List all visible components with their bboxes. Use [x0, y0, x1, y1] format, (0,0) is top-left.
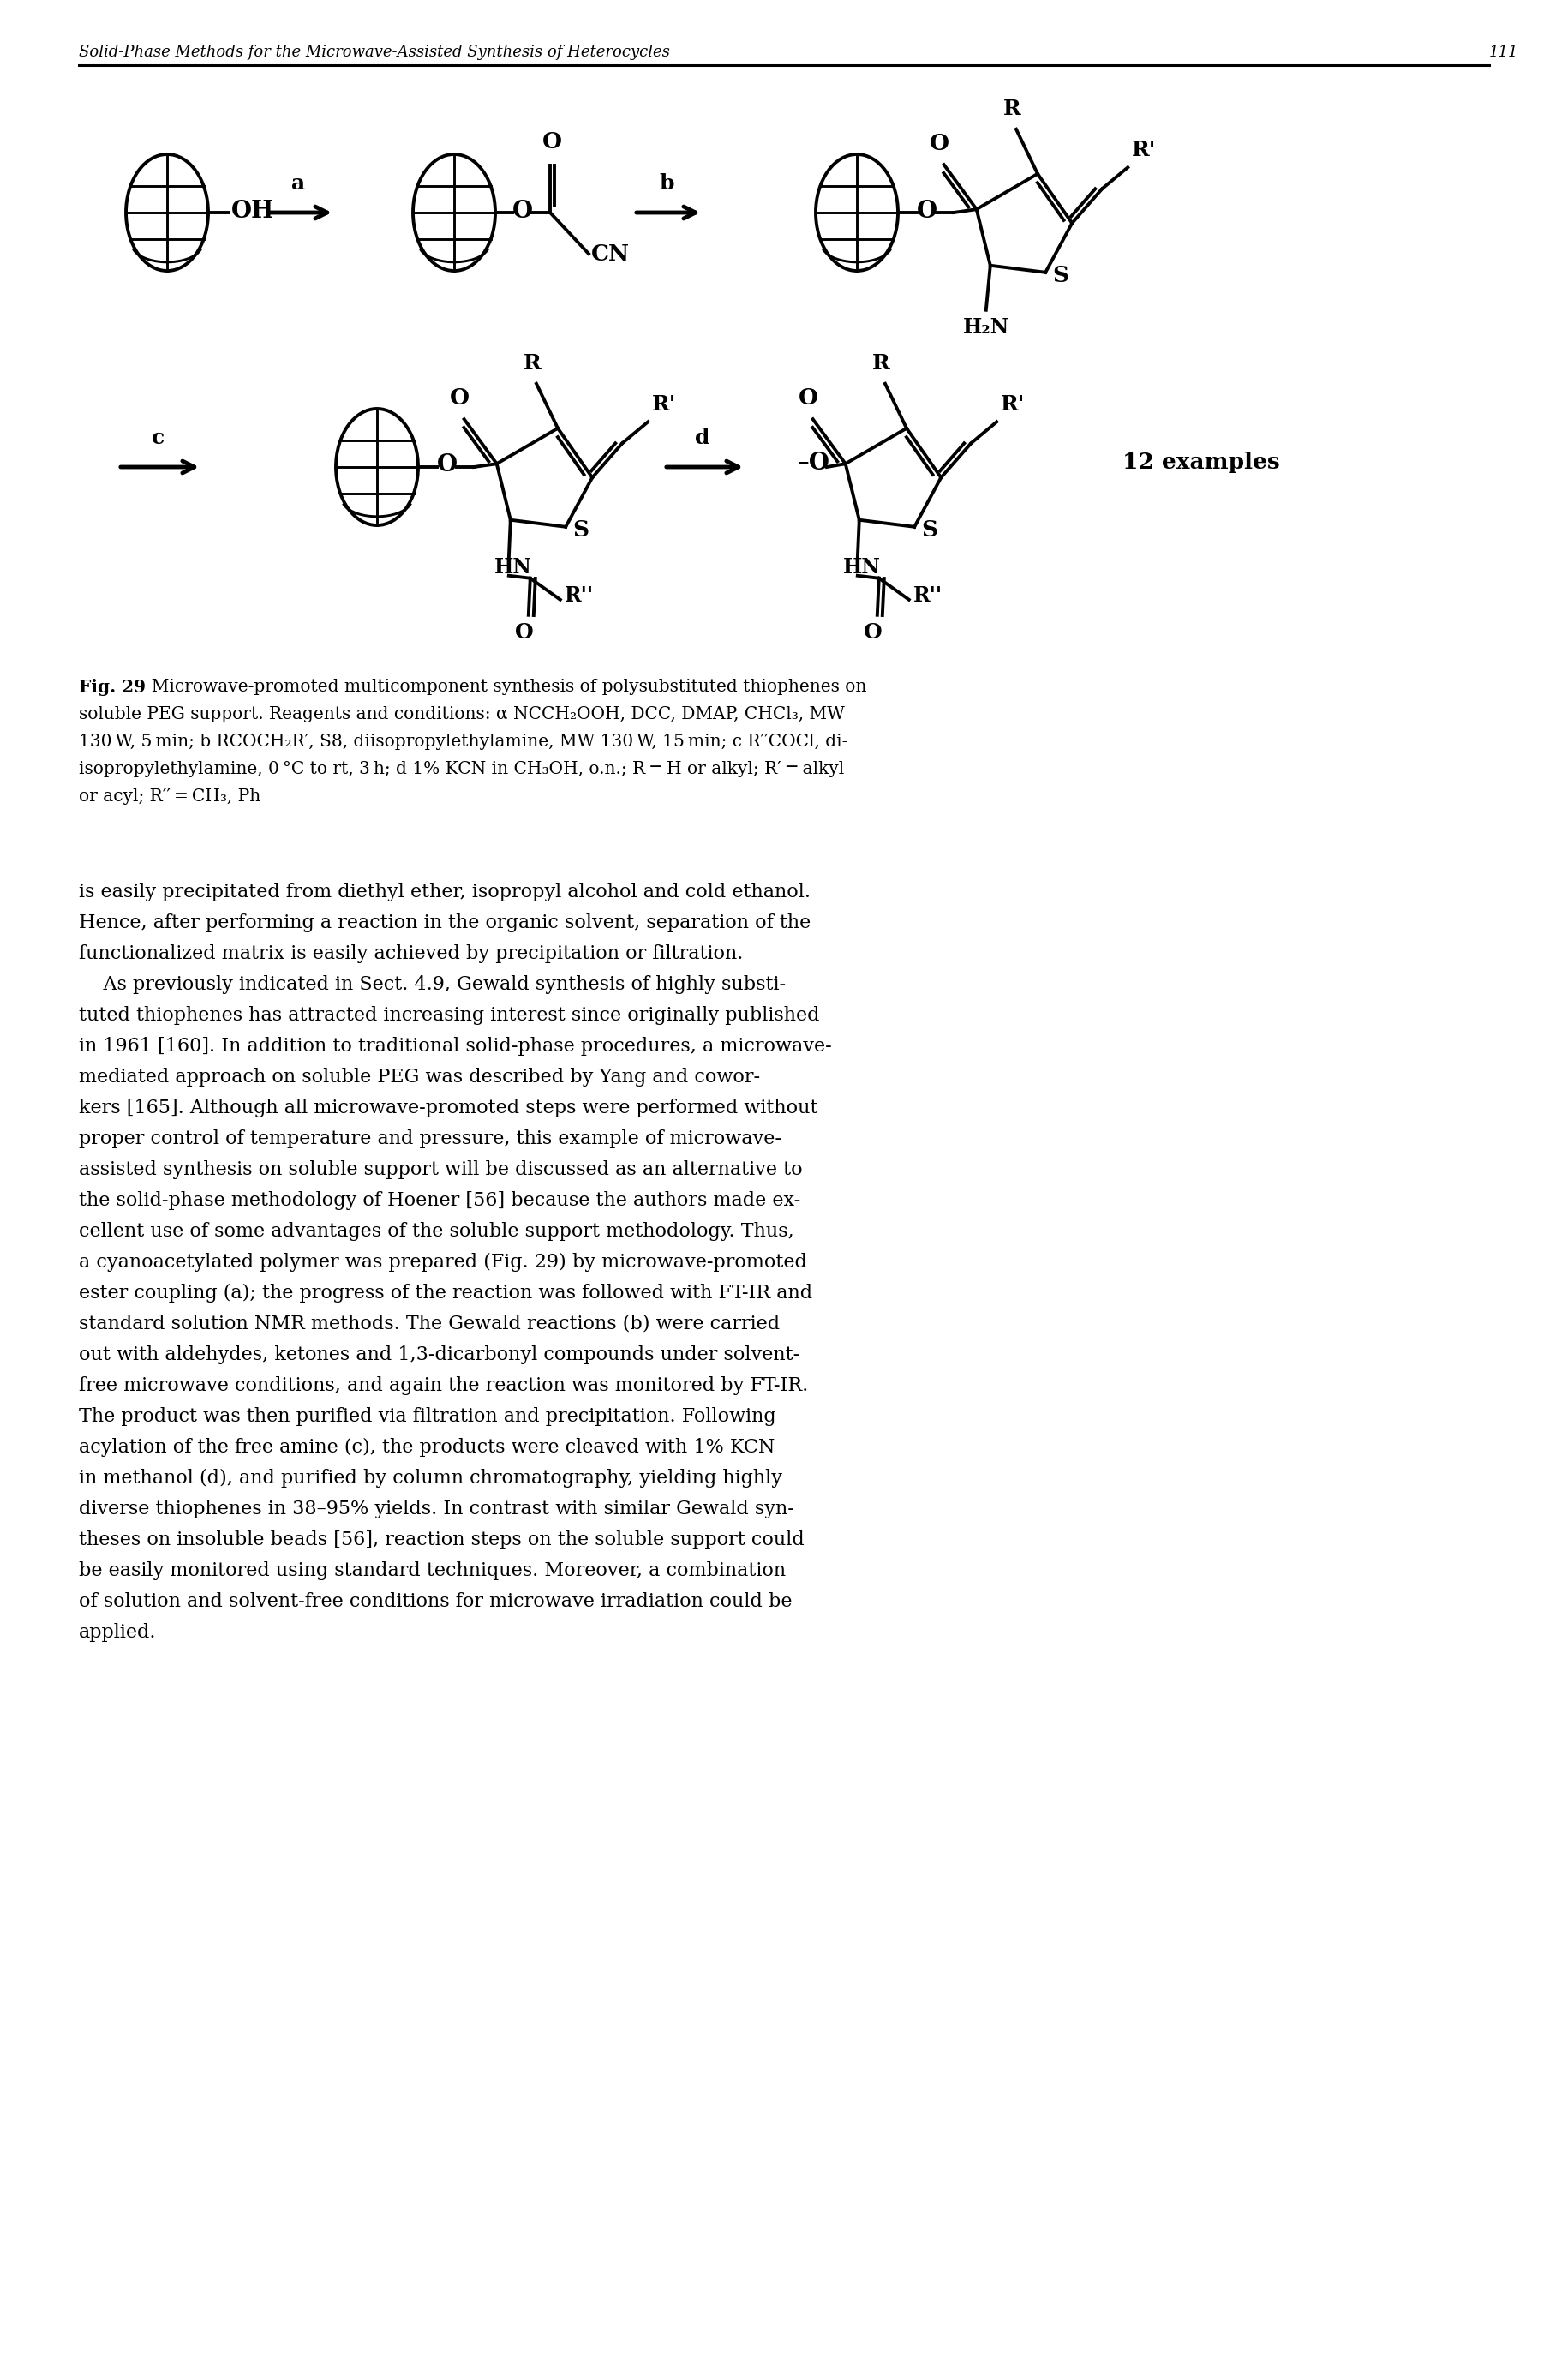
- Text: applied.: applied.: [78, 1624, 157, 1641]
- Text: O: O: [513, 200, 533, 224]
- Text: R: R: [524, 352, 541, 373]
- Ellipse shape: [125, 155, 209, 271]
- Text: in methanol (d), and purified by column chromatography, yielding highly: in methanol (d), and purified by column …: [78, 1470, 782, 1489]
- Text: a cyanoacetylated polymer was prepared (Fig. 29) by microwave-promoted: a cyanoacetylated polymer was prepared (…: [78, 1253, 808, 1272]
- Text: isopropylethylamine, 0 °C to rt, 3 h; d 1% KCN in CH₃OH, o.n.; R = H or alkyl; R: isopropylethylamine, 0 °C to rt, 3 h; d …: [78, 761, 844, 778]
- Text: d: d: [695, 428, 710, 447]
- Text: R'': R'': [913, 585, 942, 606]
- Text: O: O: [514, 623, 533, 642]
- Ellipse shape: [336, 409, 419, 526]
- Text: O: O: [917, 200, 938, 224]
- Text: 111: 111: [1490, 45, 1519, 59]
- Text: S: S: [922, 518, 938, 540]
- Text: c: c: [152, 428, 165, 447]
- Text: out with aldehydes, ketones and 1,3-dicarbonyl compounds under solvent-: out with aldehydes, ketones and 1,3-dica…: [78, 1346, 800, 1365]
- Text: O: O: [798, 388, 818, 409]
- Text: or acyl; R′′ = CH₃, Ph: or acyl; R′′ = CH₃, Ph: [78, 789, 260, 804]
- Text: –O: –O: [797, 452, 829, 476]
- Ellipse shape: [815, 155, 898, 271]
- Text: assisted synthesis on soluble support will be discussed as an alternative to: assisted synthesis on soluble support wi…: [78, 1160, 803, 1179]
- Text: acylation of the free amine (c), the products were cleaved with 1% KCN: acylation of the free amine (c), the pro…: [78, 1439, 775, 1458]
- Text: be easily monitored using standard techniques. Moreover, a combination: be easily monitored using standard techn…: [78, 1562, 786, 1581]
- Text: functionalized matrix is easily achieved by precipitation or filtration.: functionalized matrix is easily achieved…: [78, 944, 743, 963]
- Text: CN: CN: [591, 243, 630, 264]
- Text: OH: OH: [232, 200, 274, 224]
- Text: Hence, after performing a reaction in the organic solvent, separation of the: Hence, after performing a reaction in th…: [78, 913, 811, 932]
- Text: of solution and solvent-free conditions for microwave irradiation could be: of solution and solvent-free conditions …: [78, 1593, 792, 1610]
- Ellipse shape: [412, 155, 495, 271]
- Text: 12 examples: 12 examples: [1123, 452, 1279, 473]
- Text: R': R': [1132, 140, 1157, 159]
- Text: S: S: [572, 518, 590, 540]
- Text: O: O: [864, 623, 883, 642]
- Text: cellent use of some advantages of the soluble support methodology. Thus,: cellent use of some advantages of the so…: [78, 1222, 793, 1241]
- Text: O: O: [450, 388, 470, 409]
- Text: standard solution NMR methods. The Gewald reactions (b) were carried: standard solution NMR methods. The Gewal…: [78, 1315, 779, 1334]
- Text: kers [165]. Although all microwave-promoted steps were performed without: kers [165]. Although all microwave-promo…: [78, 1099, 818, 1118]
- Text: tuted thiophenes has attracted increasing interest since originally published: tuted thiophenes has attracted increasin…: [78, 1006, 820, 1025]
- Text: in 1961 [160]. In addition to traditional solid-phase procedures, a microwave-: in 1961 [160]. In addition to traditiona…: [78, 1037, 831, 1056]
- Text: As previously indicated in Sect. 4.9, Gewald synthesis of highly substi-: As previously indicated in Sect. 4.9, Ge…: [78, 975, 786, 994]
- Text: theses on insoluble beads [56], reaction steps on the soluble support could: theses on insoluble beads [56], reaction…: [78, 1531, 804, 1550]
- Text: 130 W, 5 min; b RCOCH₂R′, S8, diisopropylethylamine, MW 130 W, 15 min; c R′′COCl: 130 W, 5 min; b RCOCH₂R′, S8, diisopropy…: [78, 732, 848, 749]
- Text: the solid-phase methodology of Hoener [56] because the authors made ex-: the solid-phase methodology of Hoener [5…: [78, 1191, 801, 1210]
- Text: O: O: [543, 131, 561, 152]
- Text: R': R': [652, 395, 676, 416]
- Text: proper control of temperature and pressure, this example of microwave-: proper control of temperature and pressu…: [78, 1130, 781, 1149]
- Text: Solid-Phase Methods for the Microwave-Assisted Synthesis of Heterocycles: Solid-Phase Methods for the Microwave-As…: [78, 45, 670, 59]
- Text: Fig. 29: Fig. 29: [78, 678, 146, 697]
- Text: S: S: [1052, 264, 1069, 285]
- Text: soluble PEG support. Reagents and conditions: α NCCH₂OOH, DCC, DMAP, CHCl₃, MW: soluble PEG support. Reagents and condit…: [78, 706, 845, 723]
- Text: H₂N: H₂N: [963, 316, 1010, 338]
- Text: R: R: [1004, 97, 1021, 119]
- Text: ester coupling (a); the progress of the reaction was followed with FT-IR and: ester coupling (a); the progress of the …: [78, 1284, 812, 1303]
- Text: mediated approach on soluble PEG was described by Yang and cowor-: mediated approach on soluble PEG was des…: [78, 1068, 760, 1087]
- Text: R': R': [1000, 395, 1025, 416]
- Text: R: R: [872, 352, 889, 373]
- Text: HN: HN: [494, 556, 532, 578]
- Text: is easily precipitated from diethyl ether, isopropyl alcohol and cold ethanol.: is easily precipitated from diethyl ethe…: [78, 882, 811, 901]
- Text: free microwave conditions, and again the reaction was monitored by FT-IR.: free microwave conditions, and again the…: [78, 1377, 808, 1396]
- Text: a: a: [292, 174, 306, 193]
- Text: R'': R'': [564, 585, 594, 606]
- Text: O: O: [437, 454, 458, 478]
- Text: b: b: [659, 174, 674, 193]
- Text: Microwave-promoted multicomponent synthesis of polysubstituted thiophenes on: Microwave-promoted multicomponent synthe…: [141, 678, 867, 694]
- Text: The product was then purified via filtration and precipitation. Following: The product was then purified via filtra…: [78, 1408, 776, 1427]
- Text: diverse thiophenes in 38–95% yields. In contrast with similar Gewald syn-: diverse thiophenes in 38–95% yields. In …: [78, 1501, 793, 1520]
- Text: HN: HN: [844, 556, 881, 578]
- Text: O: O: [930, 133, 950, 155]
